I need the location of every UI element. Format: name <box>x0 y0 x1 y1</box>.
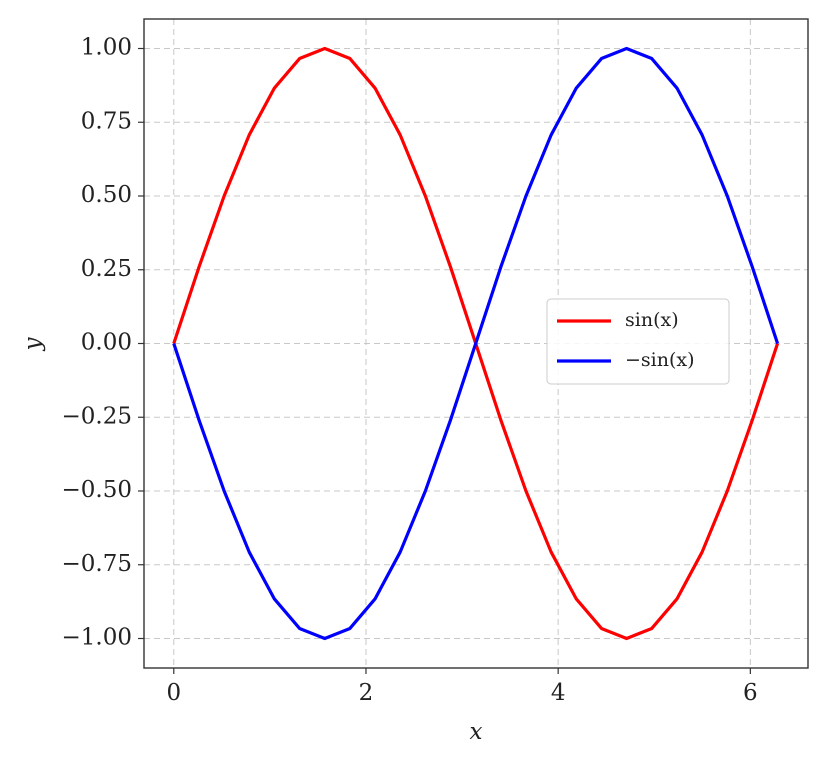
x-tick-label: 2 <box>359 680 374 706</box>
x-axis-label: x <box>470 719 483 745</box>
legend-label: −sin(x) <box>625 349 695 371</box>
y-tick-label: −0.50 <box>62 477 132 503</box>
x-tick-label: 0 <box>166 680 181 706</box>
y-tick-label: −0.25 <box>62 403 132 429</box>
y-tick-label: −1.00 <box>62 625 132 651</box>
x-tick-label: 6 <box>743 680 758 706</box>
y-axis-label: y <box>20 337 46 352</box>
y-tick-label: 1.00 <box>81 35 132 61</box>
x-tick-label: 4 <box>551 680 566 706</box>
y-tick-label: 0.50 <box>81 182 132 208</box>
legend: sin(x) −sin(x) <box>546 298 730 385</box>
line <box>172 46 780 641</box>
y-tick-label: −0.75 <box>62 551 132 577</box>
plot-frame <box>143 18 809 669</box>
y-tick-label: 0.25 <box>81 256 132 282</box>
legend-label: sin(x) <box>625 309 679 331</box>
y-tick-label: 0.00 <box>81 330 132 356</box>
y-tick-label: 0.75 <box>81 108 132 134</box>
